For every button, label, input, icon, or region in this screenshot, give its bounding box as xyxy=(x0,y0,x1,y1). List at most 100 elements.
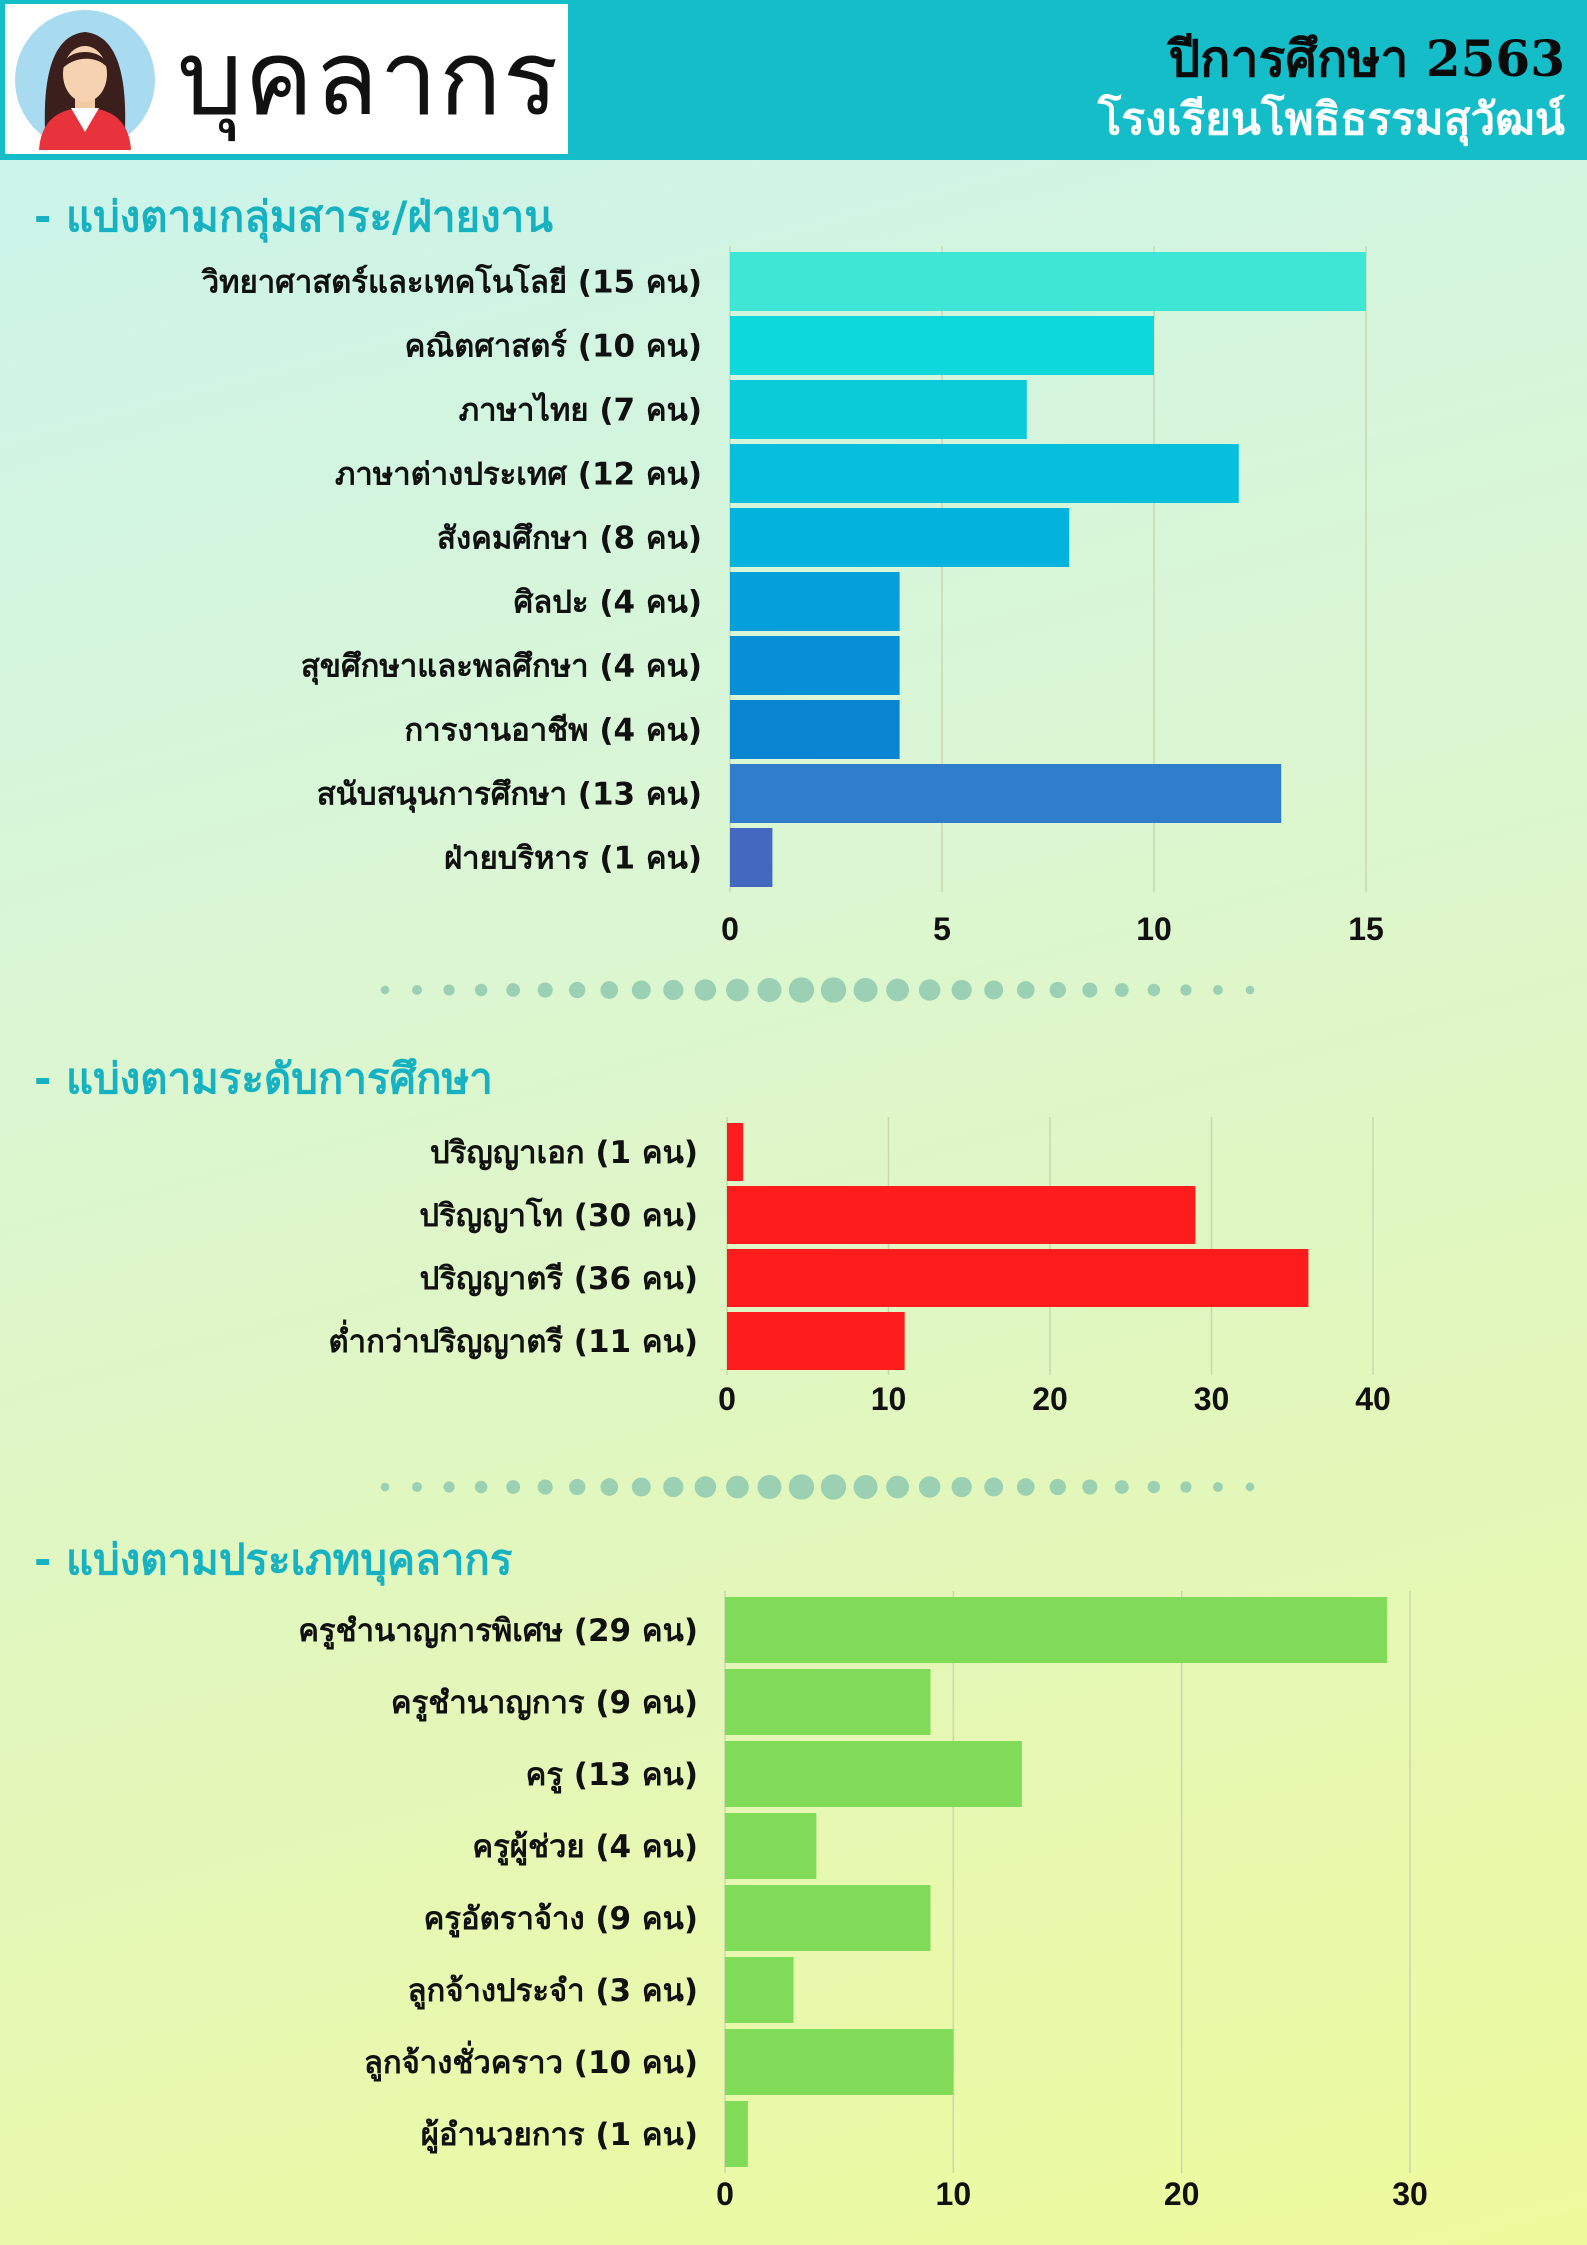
divider-dot xyxy=(1180,1481,1192,1493)
category-label: สนับสนุนการศึกษา (13 คน) xyxy=(317,777,702,814)
category-label: วิทยาศาสตร์และเทคโนโลยี (15 คน) xyxy=(201,264,702,301)
category-label: ผู้อำนวยการ (1 คน) xyxy=(421,2117,698,2154)
divider-dot xyxy=(537,1479,553,1495)
divider-dot xyxy=(380,1482,390,1492)
category-label: ศิลปะ (4 คน) xyxy=(514,585,702,621)
divider-dot xyxy=(984,980,1004,1000)
divider-dot xyxy=(820,977,847,1003)
bar xyxy=(730,828,773,887)
divider-dot xyxy=(663,979,684,1001)
category-label: ฝ่ายบริหาร (1 คน) xyxy=(444,841,702,877)
divider-dot xyxy=(663,1476,684,1498)
divider-dot xyxy=(918,1476,941,1498)
divider-dot xyxy=(853,977,878,1003)
bar xyxy=(730,700,900,759)
divider-dot xyxy=(412,1482,423,1492)
bar xyxy=(730,764,1282,823)
bar xyxy=(725,1885,931,1951)
divider-dot xyxy=(1114,1480,1129,1494)
bar xyxy=(727,1312,905,1370)
category-label: สุขศึกษาและพลศึกษา (4 คน) xyxy=(301,649,702,686)
category-label: การงานอาชีพ (4 คน) xyxy=(405,713,702,749)
bar xyxy=(727,1123,744,1181)
divider-dot xyxy=(443,1481,455,1493)
x-tick-label: 15 xyxy=(1348,911,1384,947)
divider-dot xyxy=(757,977,782,1003)
category-label: ครูผู้ช่วย (4 คน) xyxy=(472,1829,698,1866)
divider-dot xyxy=(506,983,521,997)
x-tick-label: 0 xyxy=(716,2176,734,2212)
chart-education-level: 0 10 20 30 40 ปริญญาเอก (1 คน) ปริญญาโท (30 คน… xyxy=(329,1117,1391,1417)
divider-dot xyxy=(474,1480,488,1494)
x-tick-label: 20 xyxy=(1032,1381,1068,1417)
bar xyxy=(730,252,1366,311)
title-box: บุคลากร xyxy=(5,4,568,154)
x-tick-label: 5 xyxy=(933,911,951,947)
divider-dot xyxy=(1147,983,1161,997)
x-tick-label: 0 xyxy=(721,911,739,947)
divider-dot xyxy=(951,1476,972,1498)
section-title-subject-groups: - แบ่งตามกลุ่มสาระ/ฝ่ายงาน xyxy=(34,192,553,241)
divider-dot xyxy=(569,1478,586,1496)
divider-dot xyxy=(886,1475,909,1499)
chart-subject-groups: 0 5 10 15 วิทยาศาสตร์และเทคโนโลยี (15 คน) คณิ… xyxy=(201,246,1384,947)
divider-dot xyxy=(380,985,390,995)
divider-dot xyxy=(1082,982,1098,998)
divider-dot xyxy=(537,982,553,998)
category-label: ลูกจ้างประจำ (3 คน) xyxy=(408,1973,698,2010)
divider-dot xyxy=(757,1474,782,1500)
bar xyxy=(730,636,900,695)
category-label: ปริญญาตรี (36 คน) xyxy=(420,1261,698,1297)
bar xyxy=(725,1813,817,1879)
divider-dot xyxy=(1049,1478,1066,1496)
category-label: ปริญญาเอก (1 คน) xyxy=(430,1135,698,1171)
bar xyxy=(725,1957,794,2023)
school-year: ปีการศึกษา 2563 xyxy=(1168,29,1565,88)
divider-dot xyxy=(1082,1479,1098,1495)
section-title-personnel-type: - แบ่งตามประเภทบุคลากร xyxy=(34,1535,513,1584)
divider-dot xyxy=(918,979,941,1001)
section-title-education-level: - แบ่งตามระดับการศึกษา xyxy=(34,1054,493,1103)
bar xyxy=(725,1741,1022,1807)
bar xyxy=(725,1669,931,1735)
teacher-avatar-icon xyxy=(15,10,155,150)
divider-dot xyxy=(1212,985,1223,995)
bar xyxy=(730,316,1154,375)
x-tick-label: 30 xyxy=(1194,1381,1230,1417)
divider-dot xyxy=(1147,1480,1161,1494)
dotted-divider xyxy=(380,977,1255,1003)
divider-dot xyxy=(694,979,717,1001)
divider-dot xyxy=(1049,981,1066,999)
bar xyxy=(730,444,1239,503)
divider-dot xyxy=(726,1475,749,1499)
category-label: คณิตศาสตร์ (10 คน) xyxy=(405,329,702,365)
divider-dot xyxy=(1016,981,1035,999)
header-bar: บุคลากร ปีการศึกษา 2563 โรงเรียนโพธิธรรม… xyxy=(0,0,1587,160)
x-tick-label: 10 xyxy=(1136,911,1172,947)
divider-dot xyxy=(1245,1482,1255,1492)
category-label: ต่ำกว่าปริญญาตรี (11 คน) xyxy=(329,1319,698,1360)
bar xyxy=(730,572,900,631)
divider-dot xyxy=(631,1477,651,1497)
category-label: ครูชำนาญการพิเศษ (29 คน) xyxy=(298,1613,698,1650)
category-label: สังคมศึกษา (8 คน) xyxy=(437,521,702,557)
bar xyxy=(725,2101,748,2167)
category-label: ภาษาไทย (7 คน) xyxy=(459,392,702,429)
category-label: ปริญญาโท (30 คน) xyxy=(419,1197,698,1234)
category-label: ครู (13 คน) xyxy=(526,1757,698,1794)
divider-dot xyxy=(820,1474,847,1500)
divider-dot xyxy=(853,1474,878,1500)
x-tick-label: 0 xyxy=(718,1381,736,1417)
divider-dot xyxy=(412,985,423,995)
divider-dot xyxy=(1212,1482,1223,1492)
divider-dot xyxy=(1114,983,1129,997)
x-tick-label: 10 xyxy=(871,1381,907,1417)
bar xyxy=(727,1186,1196,1244)
category-label: ครูชำนาญการ (9 คน) xyxy=(391,1685,698,1722)
divider-dot xyxy=(951,979,972,1001)
bar xyxy=(730,508,1070,567)
school-name: โรงเรียนโพธิธรรมสุวัฒน์ xyxy=(1097,94,1565,145)
x-tick-label: 30 xyxy=(1392,2176,1428,2212)
divider-dot xyxy=(694,1476,717,1498)
divider-dot xyxy=(506,1480,521,1494)
